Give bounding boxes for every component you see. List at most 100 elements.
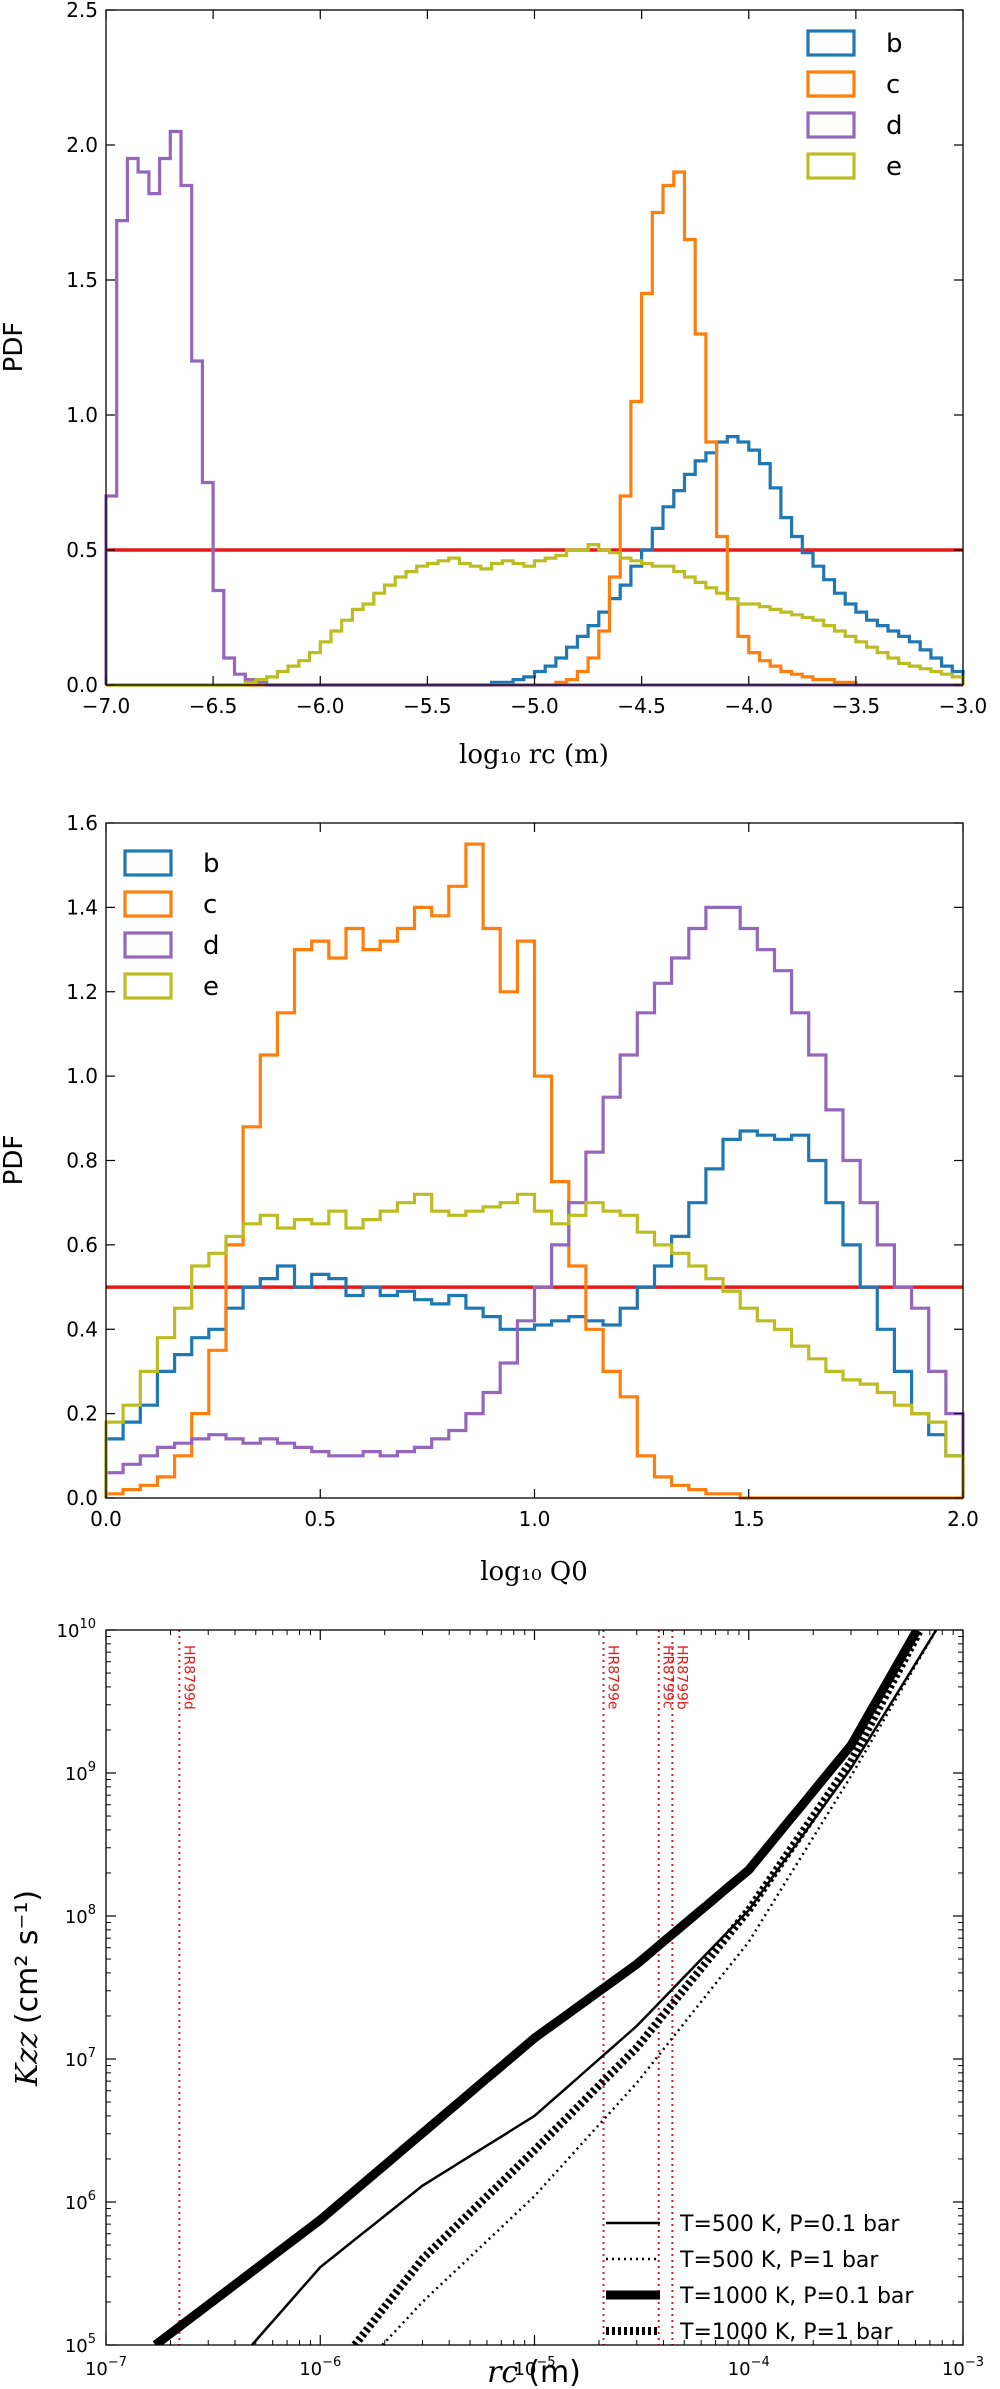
p2-legend-swatch-d: [123, 931, 173, 959]
p1-series-e: [106, 543, 965, 687]
p3-ytick-label: 107: [65, 2046, 96, 2071]
p3-ytick-label: 109: [65, 1760, 96, 1785]
p1-xtick-label: −5.5: [403, 694, 452, 718]
p2-x-axis-label: log₁₀ Q0: [480, 1557, 588, 1587]
p3-curve-3: [351, 1630, 924, 2345]
p1-x-axis-label: log₁₀ rc (m): [459, 740, 609, 770]
p1-ytick-label: 1.0: [66, 403, 98, 427]
p1-ytick-label: 1.5: [66, 268, 98, 292]
p3-curve-0: [251, 1630, 938, 2345]
p3-x-label-unit: (m): [528, 2355, 581, 2389]
p3-xtick-base: 10: [299, 2359, 322, 2380]
p2-ytick-label: 0.8: [66, 1149, 98, 1173]
p1-legend-swatch-b: [806, 29, 856, 57]
p1-legend-swatch-e: [806, 152, 856, 180]
p3-xtick-label: 10−3: [942, 2355, 984, 2380]
p2-ytick-label: 0.6: [66, 1233, 98, 1257]
p3-xtick-exponent: −3: [965, 2355, 984, 2370]
p2-series-e: [104, 1192, 965, 1498]
p3-xtick-exponent: −5: [536, 2355, 555, 2370]
p2-series-d: [104, 905, 965, 1498]
p3-series-group: [152, 1630, 938, 2345]
panel-2-q0-histogram: 0.0 0.5 1.0 1.5 2.0 0.0 0.2 0.4 0.6 0.8 1.0 1.2 1.4 1…: [0, 811, 979, 1587]
p2-series-b: [104, 1129, 965, 1498]
p1-xtick-label: −7.0: [82, 694, 131, 718]
p2-xtick-label: 0.5: [304, 1507, 336, 1531]
p3-ytick-label: 108: [65, 1903, 96, 1928]
p1-legend-swatch-d: [806, 111, 856, 139]
p3-legend-label-0: T=500 K, P=0.1 bar: [679, 2212, 900, 2237]
p2-legend-swatch-b: [123, 849, 173, 877]
p3-ytick-exponent: 6: [88, 2189, 96, 2204]
p2-legend-label-b: b: [203, 849, 220, 879]
p3-xtick-label: 10−6: [299, 2355, 341, 2380]
p1-series-c: [106, 170, 963, 687]
p3-xtick-base: 10: [513, 2359, 536, 2380]
p1-legend-label-b: b: [886, 29, 903, 59]
p3-ytick-base: 10: [65, 2193, 88, 2214]
p2-y-axis-label: PDF: [0, 1135, 29, 1186]
p3-ytick-exponent: 8: [88, 1903, 96, 1918]
p3-ytick-exponent: 7: [88, 2046, 96, 2061]
p3-ytick-label: 106: [65, 2189, 96, 2214]
p3-y-axis-label: Kzz (cm² s⁻¹): [10, 1890, 45, 2087]
p2-ytick-label: 0.2: [66, 1402, 98, 1426]
p3-y-label-unit: (cm² s⁻¹): [10, 1890, 45, 2024]
p1-xtick-label: −4.5: [617, 694, 666, 718]
p2-series-c: [104, 842, 963, 1500]
p1-y-axis-label: PDF: [0, 322, 29, 373]
p3-legend-label-1: T=500 K, P=1 bar: [679, 2248, 879, 2273]
p3-xtick-exponent: −4: [751, 2355, 770, 2370]
p3-legend-label-2: T=1000 K, P=0.1 bar: [679, 2284, 914, 2309]
p3-ytick-base: 10: [57, 1621, 80, 1642]
p1-series-group: [104, 129, 965, 687]
p1-ytick-label: 2.0: [66, 133, 98, 157]
p2-legend-label-d: d: [203, 931, 220, 961]
p3-axes-frame: [105, 1629, 964, 2346]
p3-xtick-base: 10: [942, 2359, 965, 2380]
p3-vline-label-HR8799d: HR8799d: [180, 1645, 196, 1710]
p3-x-axis-label: rc (m): [487, 2355, 581, 2389]
p1-xtick-label: −3.0: [939, 694, 988, 718]
p1-ytick-label: 2.5: [66, 0, 98, 22]
p1-ytick-label: 0.0: [66, 673, 98, 697]
p1-ytick-label: 0.5: [66, 538, 98, 562]
p3-ytick-label: 105: [65, 2332, 96, 2357]
p2-legend-label-c: c: [203, 890, 217, 920]
p3-x-label-main: rc: [487, 2355, 518, 2389]
p2-ytick-label: 0.4: [66, 1317, 98, 1341]
p3-ytick-exponent: 5: [88, 2332, 96, 2347]
p3-xtick-label: 10−5: [513, 2355, 555, 2380]
p2-ytick-label: 1.0: [66, 1064, 98, 1088]
p2-ytick-label: 0.0: [66, 1486, 98, 1510]
p3-xtick-base: 10: [85, 2359, 108, 2380]
p3-legend: T=500 K, P=0.1 bar T=500 K, P=1 bar T=1000…: [606, 2212, 914, 2345]
p3-curve-2: [152, 1630, 921, 2345]
p3-xtick-label: 10−7: [85, 2355, 127, 2380]
p1-xtick-label: −6.0: [296, 694, 345, 718]
p2-ytick-label: 1.4: [66, 895, 98, 919]
p2-xtick-label: 2.0: [947, 1507, 979, 1531]
p2-legend-swatch-c: [123, 890, 173, 918]
p1-xtick-label: −6.5: [189, 694, 238, 718]
p2-xtick-label: 1.5: [733, 1507, 765, 1531]
p3-ytick-exponent: 9: [88, 1760, 96, 1775]
p1-legend-label-d: d: [886, 111, 903, 141]
p2-xtick-label: 1.0: [519, 1507, 551, 1531]
p2-series-group: [104, 842, 965, 1500]
p1-xtick-label: −3.5: [832, 694, 881, 718]
p3-vline-label-HR8799b: HR8799b: [673, 1645, 689, 1710]
panel-1-rc-histogram: −7.0 −6.5 −6.0 −5.5 −5.0 −4.5 −4.0 −3.5 −3.0 0.0 0…: [0, 0, 987, 770]
p2-ytick-label: 1.2: [66, 980, 98, 1004]
p3-xtick-base: 10: [728, 2359, 751, 2380]
p3-ytick-base: 10: [65, 2336, 88, 2357]
p2-axes-frame: [105, 822, 964, 1499]
p3-ytick-base: 10: [65, 1907, 88, 1928]
p3-ytick-label: 1010: [57, 1617, 96, 1642]
p3-ytick-exponent: 10: [79, 1617, 96, 1632]
p3-legend-label-3: T=1000 K, P=1 bar: [679, 2320, 893, 2345]
p3-vline-label-HR8799e: HR8799e: [605, 1645, 621, 1710]
p3-ytick-base: 10: [65, 1764, 88, 1785]
